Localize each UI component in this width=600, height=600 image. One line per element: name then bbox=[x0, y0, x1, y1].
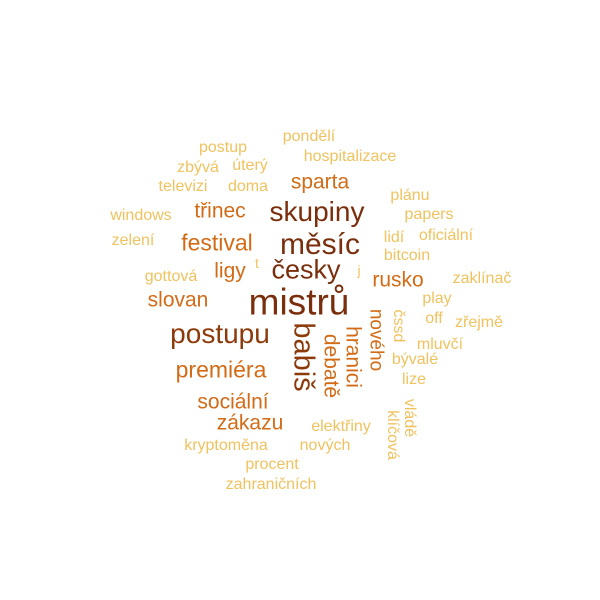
word-pondeli: pondělí bbox=[282, 128, 336, 145]
word-cesky: česky bbox=[271, 254, 341, 285]
word-klicova: klíčová bbox=[384, 410, 401, 460]
word-t: t bbox=[255, 255, 259, 271]
word-festival: festival bbox=[181, 229, 253, 256]
word-lize: lize bbox=[401, 371, 427, 388]
word-zbyva: zbývá bbox=[177, 159, 219, 176]
word-cssd: čssd bbox=[390, 309, 407, 343]
word-novych: nových bbox=[299, 437, 351, 454]
word-rusko: rusko bbox=[372, 268, 424, 292]
word-noveho: nového bbox=[365, 308, 387, 372]
word-windows: windows bbox=[110, 207, 172, 224]
word-zrejme: zřejmě bbox=[454, 314, 504, 331]
word-hospitalizace: hospitalizace bbox=[303, 148, 397, 165]
word-gottova: gottová bbox=[144, 268, 198, 285]
word-j: j bbox=[357, 262, 361, 278]
word-procent: procent bbox=[245, 456, 299, 473]
word-off: off bbox=[425, 310, 443, 327]
word-kryptomena: kryptoměna bbox=[184, 437, 268, 454]
word-vlade: vládě bbox=[401, 398, 418, 438]
word-socialni: sociální bbox=[197, 390, 269, 414]
word-utery: úterý bbox=[232, 157, 268, 174]
word-debate: debatě bbox=[319, 333, 343, 399]
word-trinec: třinec bbox=[194, 199, 246, 223]
word-elektriny: elektřiny bbox=[311, 418, 371, 435]
word-zaklinac: zaklínač bbox=[452, 270, 512, 287]
word-hranici: hranici bbox=[341, 326, 365, 388]
word-babis: babiš bbox=[287, 322, 320, 392]
word-zeleni: zelení bbox=[111, 232, 155, 249]
word-zakazu: zákazu bbox=[216, 411, 284, 435]
word-bitcoin: bitcoin bbox=[383, 247, 431, 264]
word-lidi: lidí bbox=[383, 229, 405, 246]
word-postup: postup bbox=[198, 139, 248, 156]
word-televizi: televizi bbox=[158, 178, 208, 195]
word-mesic: měsíc bbox=[279, 228, 361, 261]
word-mluvci: mluvčí bbox=[416, 336, 464, 353]
word-doma: doma bbox=[227, 178, 269, 195]
word-premiera: premiéra bbox=[175, 356, 267, 383]
word-skupiny: skupiny bbox=[269, 196, 365, 227]
word-papers: papers bbox=[404, 206, 454, 223]
word-byvale: bývalé bbox=[391, 351, 439, 368]
word-mistru: mistrů bbox=[248, 281, 350, 323]
word-play: play bbox=[422, 290, 452, 307]
word-slovan: slovan bbox=[147, 288, 209, 312]
word-zahranicnich: zahraničních bbox=[225, 476, 317, 493]
word-sparta: sparta bbox=[290, 170, 350, 194]
word-oficialni: oficiální bbox=[418, 227, 474, 244]
word-postupu: postupu bbox=[170, 318, 270, 349]
word-planu: plánu bbox=[390, 187, 430, 204]
word-ligy: ligy bbox=[214, 259, 246, 283]
